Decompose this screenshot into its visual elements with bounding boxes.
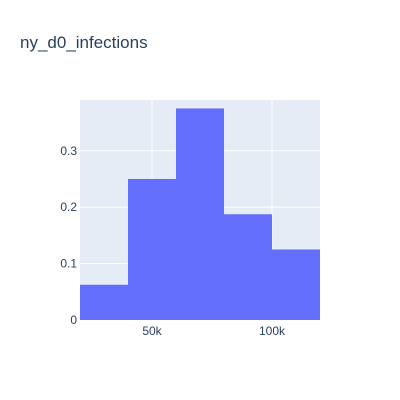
histogram-bar-2[interactable] [128, 179, 176, 320]
y-tick-label: 0 [70, 313, 77, 327]
histogram-bar-4[interactable] [224, 214, 272, 320]
y-tick-label: 0.3 [60, 144, 77, 158]
y-axis-ticks: 0 0.1 0.2 0.3 [60, 144, 77, 327]
x-tick-label: 100k [259, 324, 286, 338]
histogram-bar-5[interactable] [272, 249, 320, 320]
y-tick-label: 0.2 [60, 200, 77, 214]
x-axis-ticks: 50k 100k [142, 324, 286, 338]
y-tick-label: 0.1 [60, 257, 77, 271]
histogram-bar-3[interactable] [176, 108, 224, 320]
x-tick-label: 50k [142, 324, 162, 338]
histogram-bar-1[interactable] [80, 285, 128, 320]
